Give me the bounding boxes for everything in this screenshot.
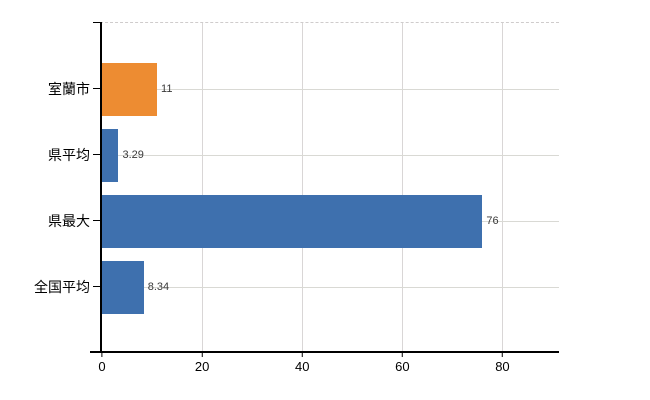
x-tick-label: 80 bbox=[495, 359, 510, 374]
bar-highlighted bbox=[102, 62, 158, 116]
x-tick-label: 20 bbox=[194, 359, 210, 374]
value-label: 8.34 bbox=[147, 281, 170, 293]
category-label: 室蘭市 bbox=[48, 81, 90, 97]
x-tick-mark bbox=[501, 351, 503, 357]
x-tick-mark bbox=[301, 351, 303, 357]
x-tick-mark bbox=[101, 351, 103, 357]
bar-default bbox=[102, 128, 119, 182]
x-tick-mark bbox=[201, 351, 203, 357]
y-axis-top-tick bbox=[93, 22, 102, 23]
category-row: 県平均 3.29 bbox=[48, 122, 559, 188]
y-axis-tick bbox=[93, 88, 102, 89]
value-label: 3.29 bbox=[122, 149, 144, 161]
category-row: 全国平均 8.34 bbox=[34, 254, 559, 320]
category-label: 県平均 bbox=[48, 147, 90, 163]
vertical-gridline bbox=[402, 23, 404, 351]
y-axis-tick bbox=[93, 154, 102, 155]
value-label: 11 bbox=[161, 83, 173, 95]
x-tick-mark bbox=[401, 351, 403, 357]
value-label: 76 bbox=[486, 215, 499, 227]
x-axis-ticks: 0 20 40 60 80 bbox=[98, 351, 559, 381]
y-axis-tick bbox=[93, 286, 102, 287]
category-row: 室蘭市 11 bbox=[48, 56, 559, 122]
x-tick-label: 40 bbox=[294, 359, 310, 374]
category-row: 県最大 76 bbox=[48, 188, 559, 254]
category-label: 県最大 bbox=[48, 213, 90, 229]
category-label: 全国平均 bbox=[34, 279, 90, 295]
plot-area: 室蘭市 11 県平均 3.29 県最大 76 全国平均 8.34 0 20 40 60 80 bbox=[34, 22, 559, 374]
x-tick-label: 0 bbox=[98, 359, 106, 374]
y-axis-tick bbox=[93, 220, 102, 221]
x-axis-tick: 0 bbox=[98, 351, 106, 374]
horizontal-gridline bbox=[102, 287, 559, 288]
vertical-gridline bbox=[302, 23, 304, 351]
x-axis-left-extension bbox=[90, 351, 102, 353]
horizontal-gridline bbox=[102, 155, 559, 156]
x-tick-label: 60 bbox=[395, 359, 410, 374]
x-axis-tick: 60 bbox=[395, 351, 410, 374]
x-axis-tick: 40 bbox=[295, 351, 309, 374]
bar-default bbox=[102, 194, 483, 248]
x-axis-tick: 20 bbox=[195, 351, 209, 374]
bar-default bbox=[102, 260, 144, 314]
category-rows: 室蘭市 11 県平均 3.29 県最大 76 全国平均 8.34 bbox=[34, 23, 559, 351]
x-axis-tick: 80 bbox=[495, 351, 510, 374]
vertical-gridline bbox=[502, 23, 504, 351]
vertical-gridline bbox=[202, 23, 204, 351]
horizontal-gridline bbox=[102, 89, 559, 90]
